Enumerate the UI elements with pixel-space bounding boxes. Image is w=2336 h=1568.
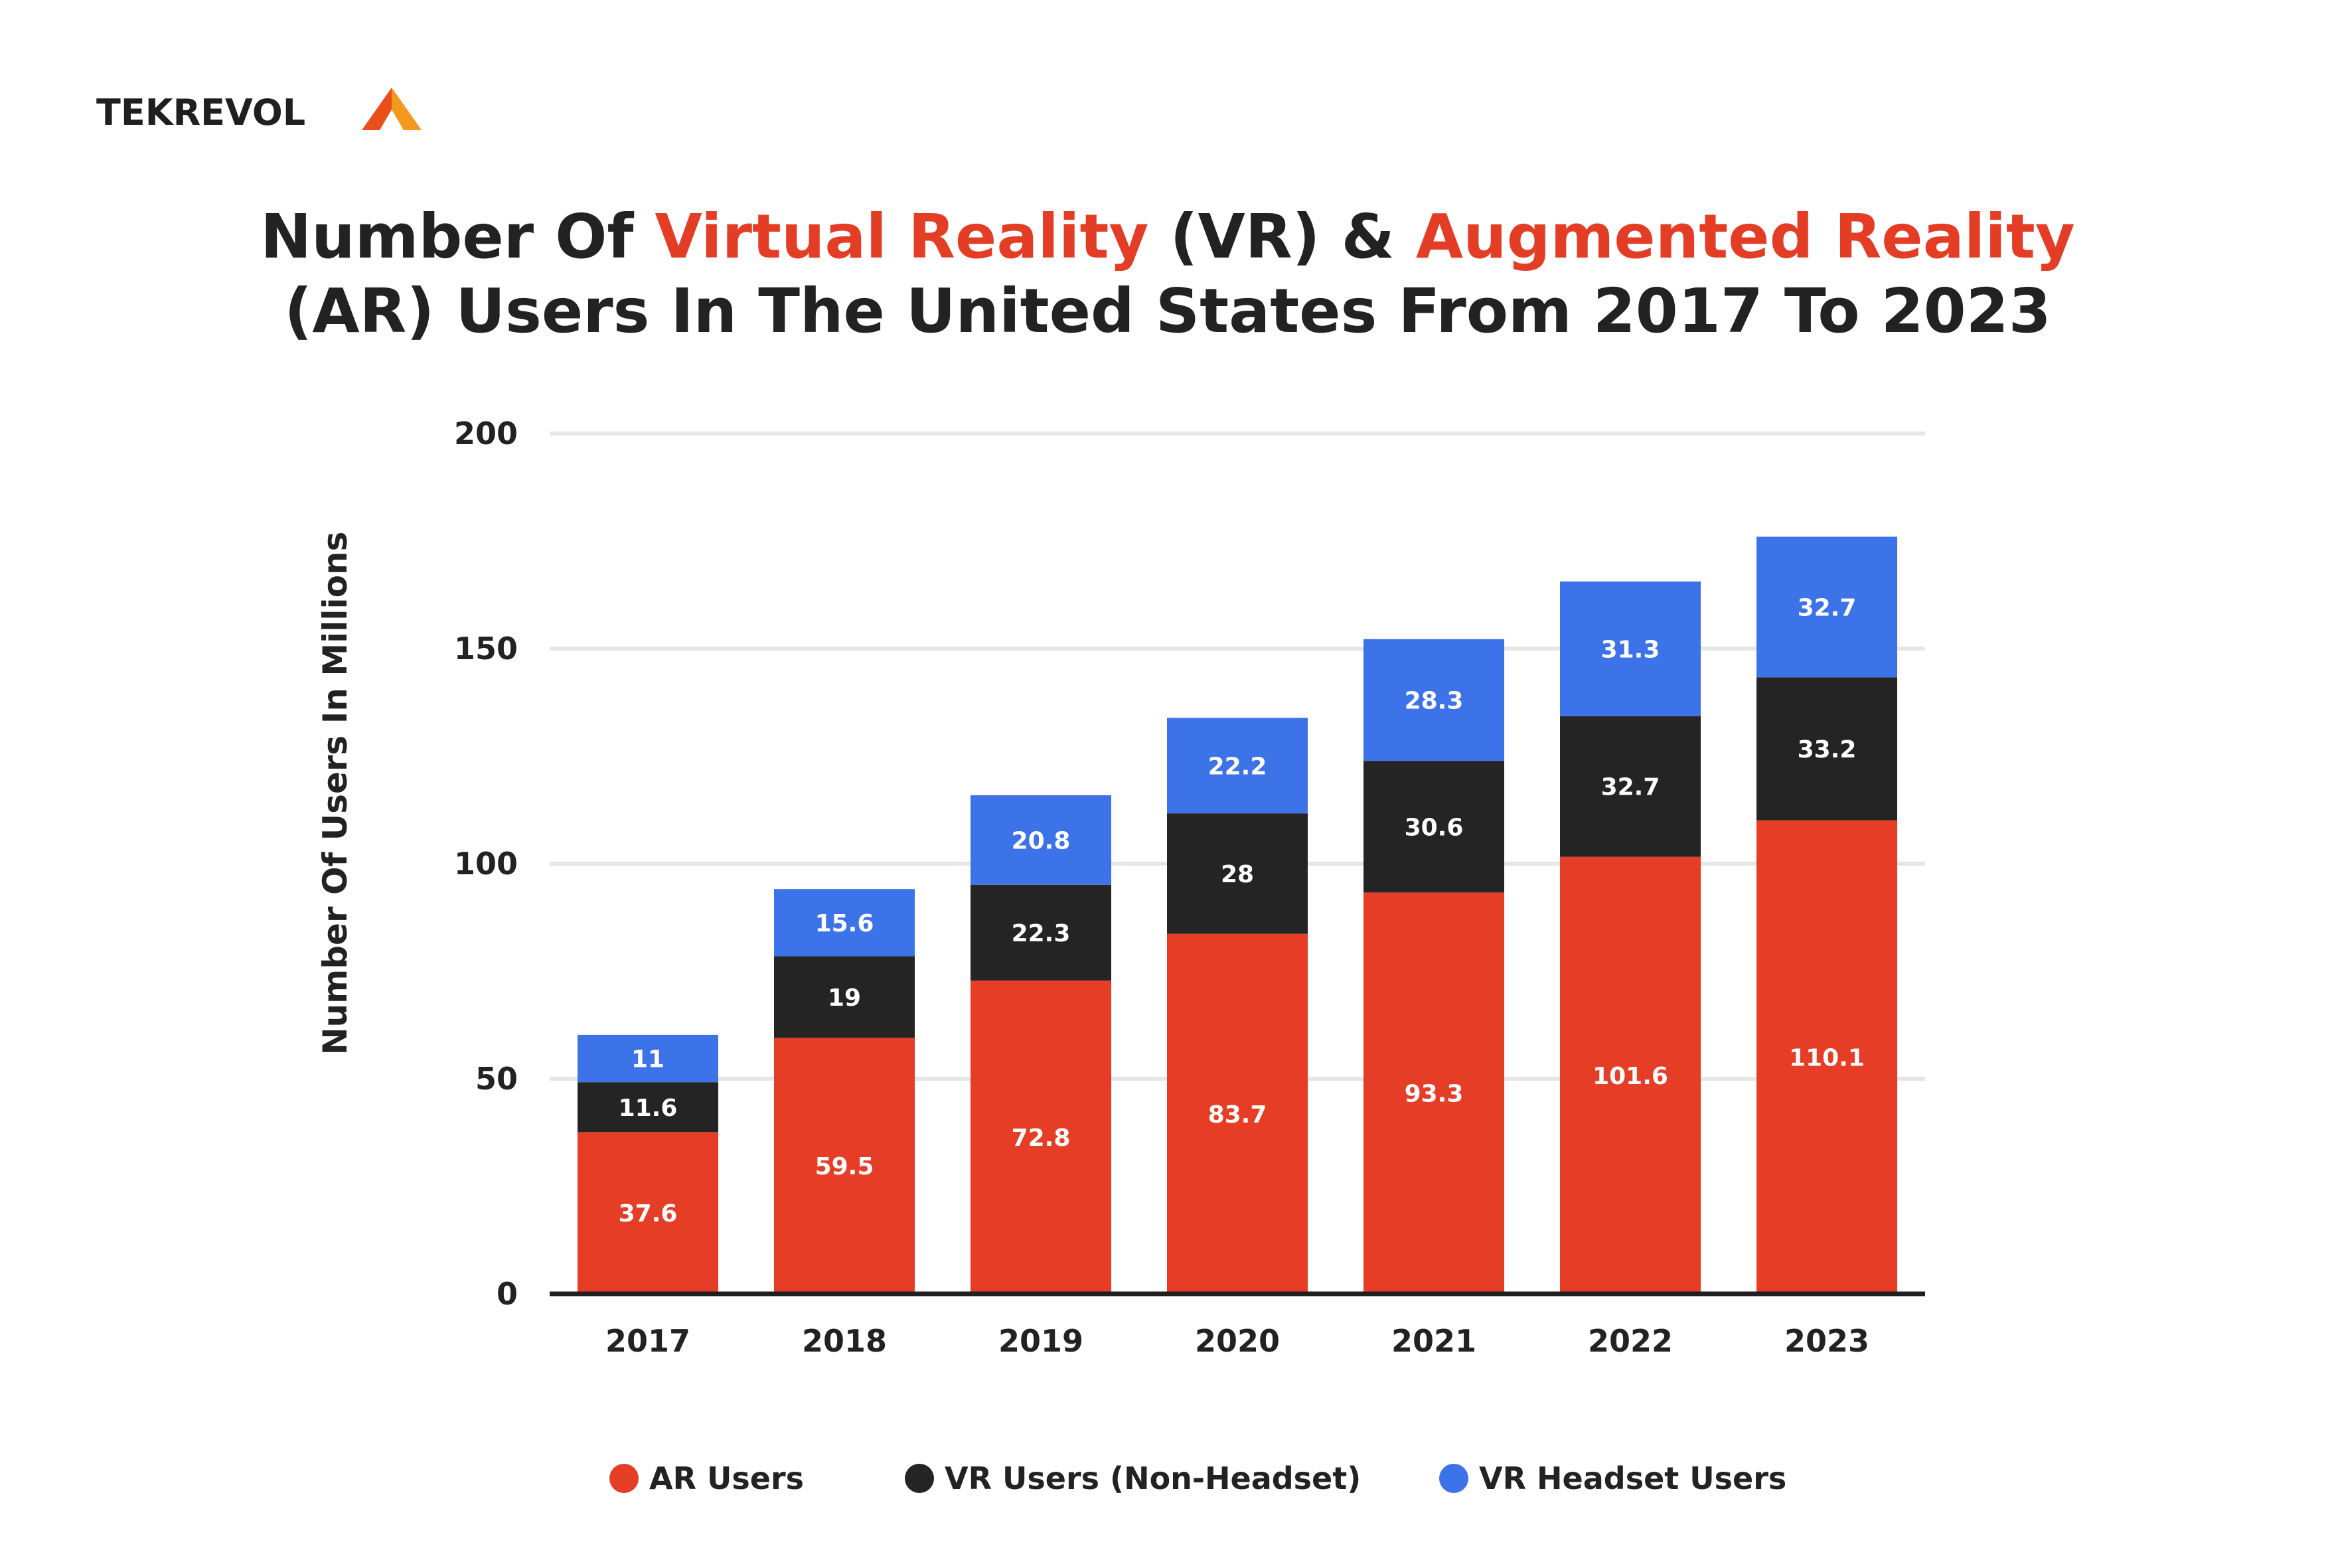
bar-value-label: 31.3: [1601, 636, 1660, 663]
title-part: (VR) &: [1148, 201, 1415, 272]
bar-segment: [1167, 813, 1308, 934]
y-tick-label: 100: [454, 846, 518, 882]
legend-swatch: [1439, 1464, 1468, 1493]
bar-segment: [774, 956, 915, 1038]
bar-segment: [1560, 716, 1701, 857]
bar-value-label: 110.1: [1789, 1044, 1865, 1071]
bar-value-label: 37.6: [619, 1200, 678, 1227]
bar-segment: [1756, 677, 1897, 821]
bar-value-label: 22.3: [1012, 920, 1071, 947]
y-axis-ticks: 0 50 100 150 200: [454, 416, 518, 1312]
bar-value-label: 72.8: [1012, 1125, 1071, 1152]
legend-label: AR Users: [649, 1460, 804, 1496]
y-axis-title: Number Of Users In Millions: [316, 532, 354, 1056]
bar-value-label: 19: [828, 984, 861, 1012]
x-tick-label: 2022: [1588, 1323, 1673, 1359]
bar-value-label: 28: [1221, 861, 1254, 888]
y-tick-label: 200: [454, 416, 518, 451]
bar-segment: [1756, 536, 1897, 678]
legend: AR Users VR Users (Non-Headset) VR Headset…: [609, 1460, 1786, 1496]
bars: 37.6 11.6 11 59.5 19 15.6 72.8 22.3 20.8 83.7 28 22…: [578, 536, 1897, 1294]
x-tick-label: 2019: [998, 1323, 1083, 1359]
brand-logo: TEKREVOL: [96, 88, 422, 133]
bar-segment: [774, 1038, 915, 1294]
bar-segment: [1363, 892, 1504, 1294]
x-tick-label: 2017: [605, 1323, 690, 1359]
bar-value-label: 15.6: [815, 910, 874, 937]
legend-swatch: [905, 1464, 934, 1493]
bar-value-label: 28.3: [1405, 687, 1464, 714]
bar-segment: [971, 884, 1111, 981]
title-part: Number Of: [260, 201, 655, 272]
bar-value-label: 11: [631, 1046, 664, 1073]
bar-value-label: 83.7: [1208, 1101, 1267, 1129]
bar-value-label: 22.2: [1208, 753, 1267, 780]
legend-item: VR Headset Users: [1439, 1460, 1786, 1496]
x-tick-label: 2020: [1195, 1323, 1280, 1359]
bar-segment: [1167, 933, 1308, 1294]
title-accent-ar: Augmented Reality: [1416, 201, 2075, 272]
bar-value-label: 32.7: [1798, 594, 1857, 621]
legend-label: VR Users (Non-Headset): [945, 1460, 1361, 1496]
title-line-2: (AR) Users In The United States From 201…: [284, 275, 2051, 347]
bar-segment: [1363, 761, 1504, 893]
bar-segment: [578, 1034, 718, 1083]
bar-segment: [774, 889, 915, 957]
bar-value-label: 32.7: [1601, 774, 1660, 801]
bar-value-label: 30.6: [1405, 814, 1464, 841]
title-accent-vr: Virtual Reality: [655, 201, 1148, 272]
bar-value-label: 59.5: [815, 1153, 874, 1180]
y-tick-label: 150: [454, 631, 518, 666]
logo-triangle-icon: [362, 88, 422, 130]
legend-item: AR Users: [609, 1460, 804, 1496]
y-tick-label: 0: [497, 1276, 518, 1312]
x-tick-label: 2021: [1391, 1323, 1476, 1359]
bar-segment: [1560, 856, 1701, 1294]
bar-value-label: 101.6: [1593, 1063, 1668, 1090]
x-tick-label: 2018: [802, 1323, 887, 1359]
bar-segment: [578, 1132, 718, 1294]
legend-label: VR Headset Users: [1479, 1460, 1786, 1496]
x-tick-label: 2023: [1784, 1323, 1869, 1359]
bar-segment: [578, 1082, 718, 1133]
bar-segment: [1756, 820, 1897, 1294]
y-tick-label: 50: [475, 1061, 518, 1097]
bar-segment: [1167, 718, 1308, 814]
bar-value-label: 20.8: [1012, 827, 1071, 854]
bar-segment: [971, 795, 1111, 885]
chart-title: Number Of Virtual Reality (VR) & Augment…: [260, 201, 2075, 347]
bar-value-label: 33.2: [1798, 736, 1857, 763]
legend-swatch: [609, 1464, 639, 1493]
bar-segment: [1363, 639, 1504, 761]
bar-value-label: 11.6: [619, 1095, 678, 1122]
bar-value-label: 93.3: [1405, 1081, 1464, 1108]
legend-item: VR Users (Non-Headset): [905, 1460, 1361, 1496]
title-line-1: Number Of Virtual Reality (VR) & Augment…: [260, 201, 2075, 272]
x-axis-ticks: 2017 2018 2019 2020 2021 2022 2023: [605, 1323, 1869, 1359]
bar-segment: [1560, 581, 1701, 716]
logo-wordmark: TEKREVOL: [96, 92, 305, 133]
bar-segment: [971, 980, 1111, 1294]
